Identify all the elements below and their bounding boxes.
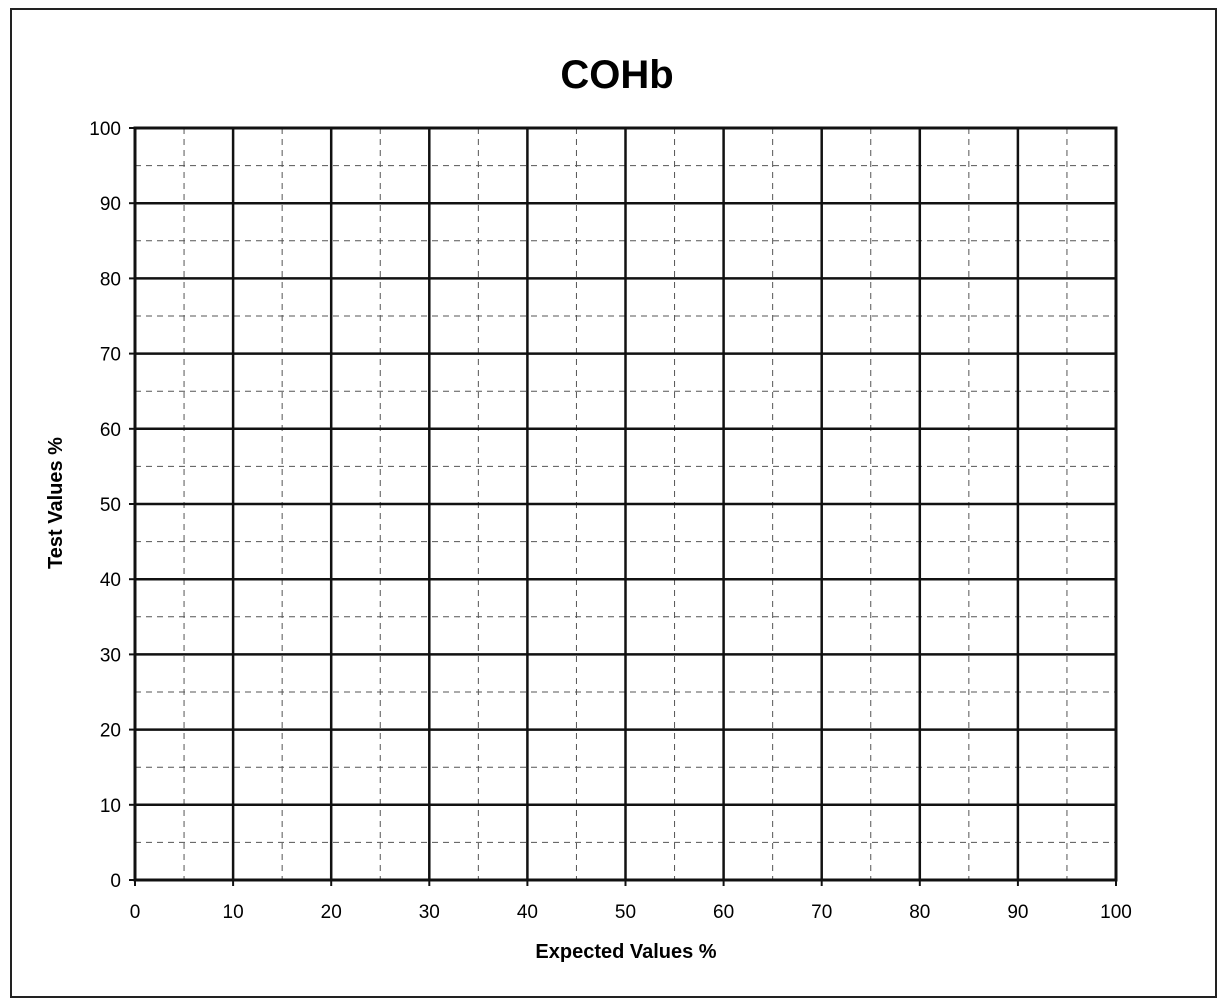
x-tick-label: 50 (615, 902, 636, 923)
x-tick-label: 20 (321, 902, 342, 923)
y-tick-label: 90 (100, 194, 121, 215)
x-tick-labels: 0 10 20 30 40 50 60 70 80 90 100 (130, 880, 1132, 923)
y-tick-label: 40 (100, 570, 121, 591)
x-tick-label: 60 (713, 902, 734, 923)
y-tick-labels: 0 10 20 30 40 50 60 70 80 90 100 (89, 119, 135, 892)
x-tick-label: 0 (130, 902, 141, 923)
y-tick-label: 30 (100, 645, 121, 666)
chart-title: COHb (560, 53, 673, 97)
y-tick-label: 70 (100, 345, 121, 366)
y-tick-label: 50 (100, 495, 121, 516)
major-grid (135, 128, 1116, 880)
x-tick-label: 90 (1007, 902, 1028, 923)
x-tick-label: 10 (223, 902, 244, 923)
x-tick-label: 30 (419, 902, 440, 923)
x-tick-label: 80 (909, 902, 930, 923)
y-tick-label: 100 (89, 119, 121, 140)
x-tick-label: 70 (811, 902, 832, 923)
y-tick-label: 0 (110, 871, 121, 892)
y-tick-label: 10 (100, 796, 121, 817)
x-tick-label: 40 (517, 902, 538, 923)
x-axis-label: Expected Values % (535, 941, 716, 963)
y-tick-label: 20 (100, 721, 121, 742)
y-axis-label: Test Values % (45, 437, 67, 569)
y-tick-label: 80 (100, 269, 121, 290)
x-tick-label: 100 (1100, 902, 1132, 923)
y-tick-label: 60 (100, 420, 121, 441)
